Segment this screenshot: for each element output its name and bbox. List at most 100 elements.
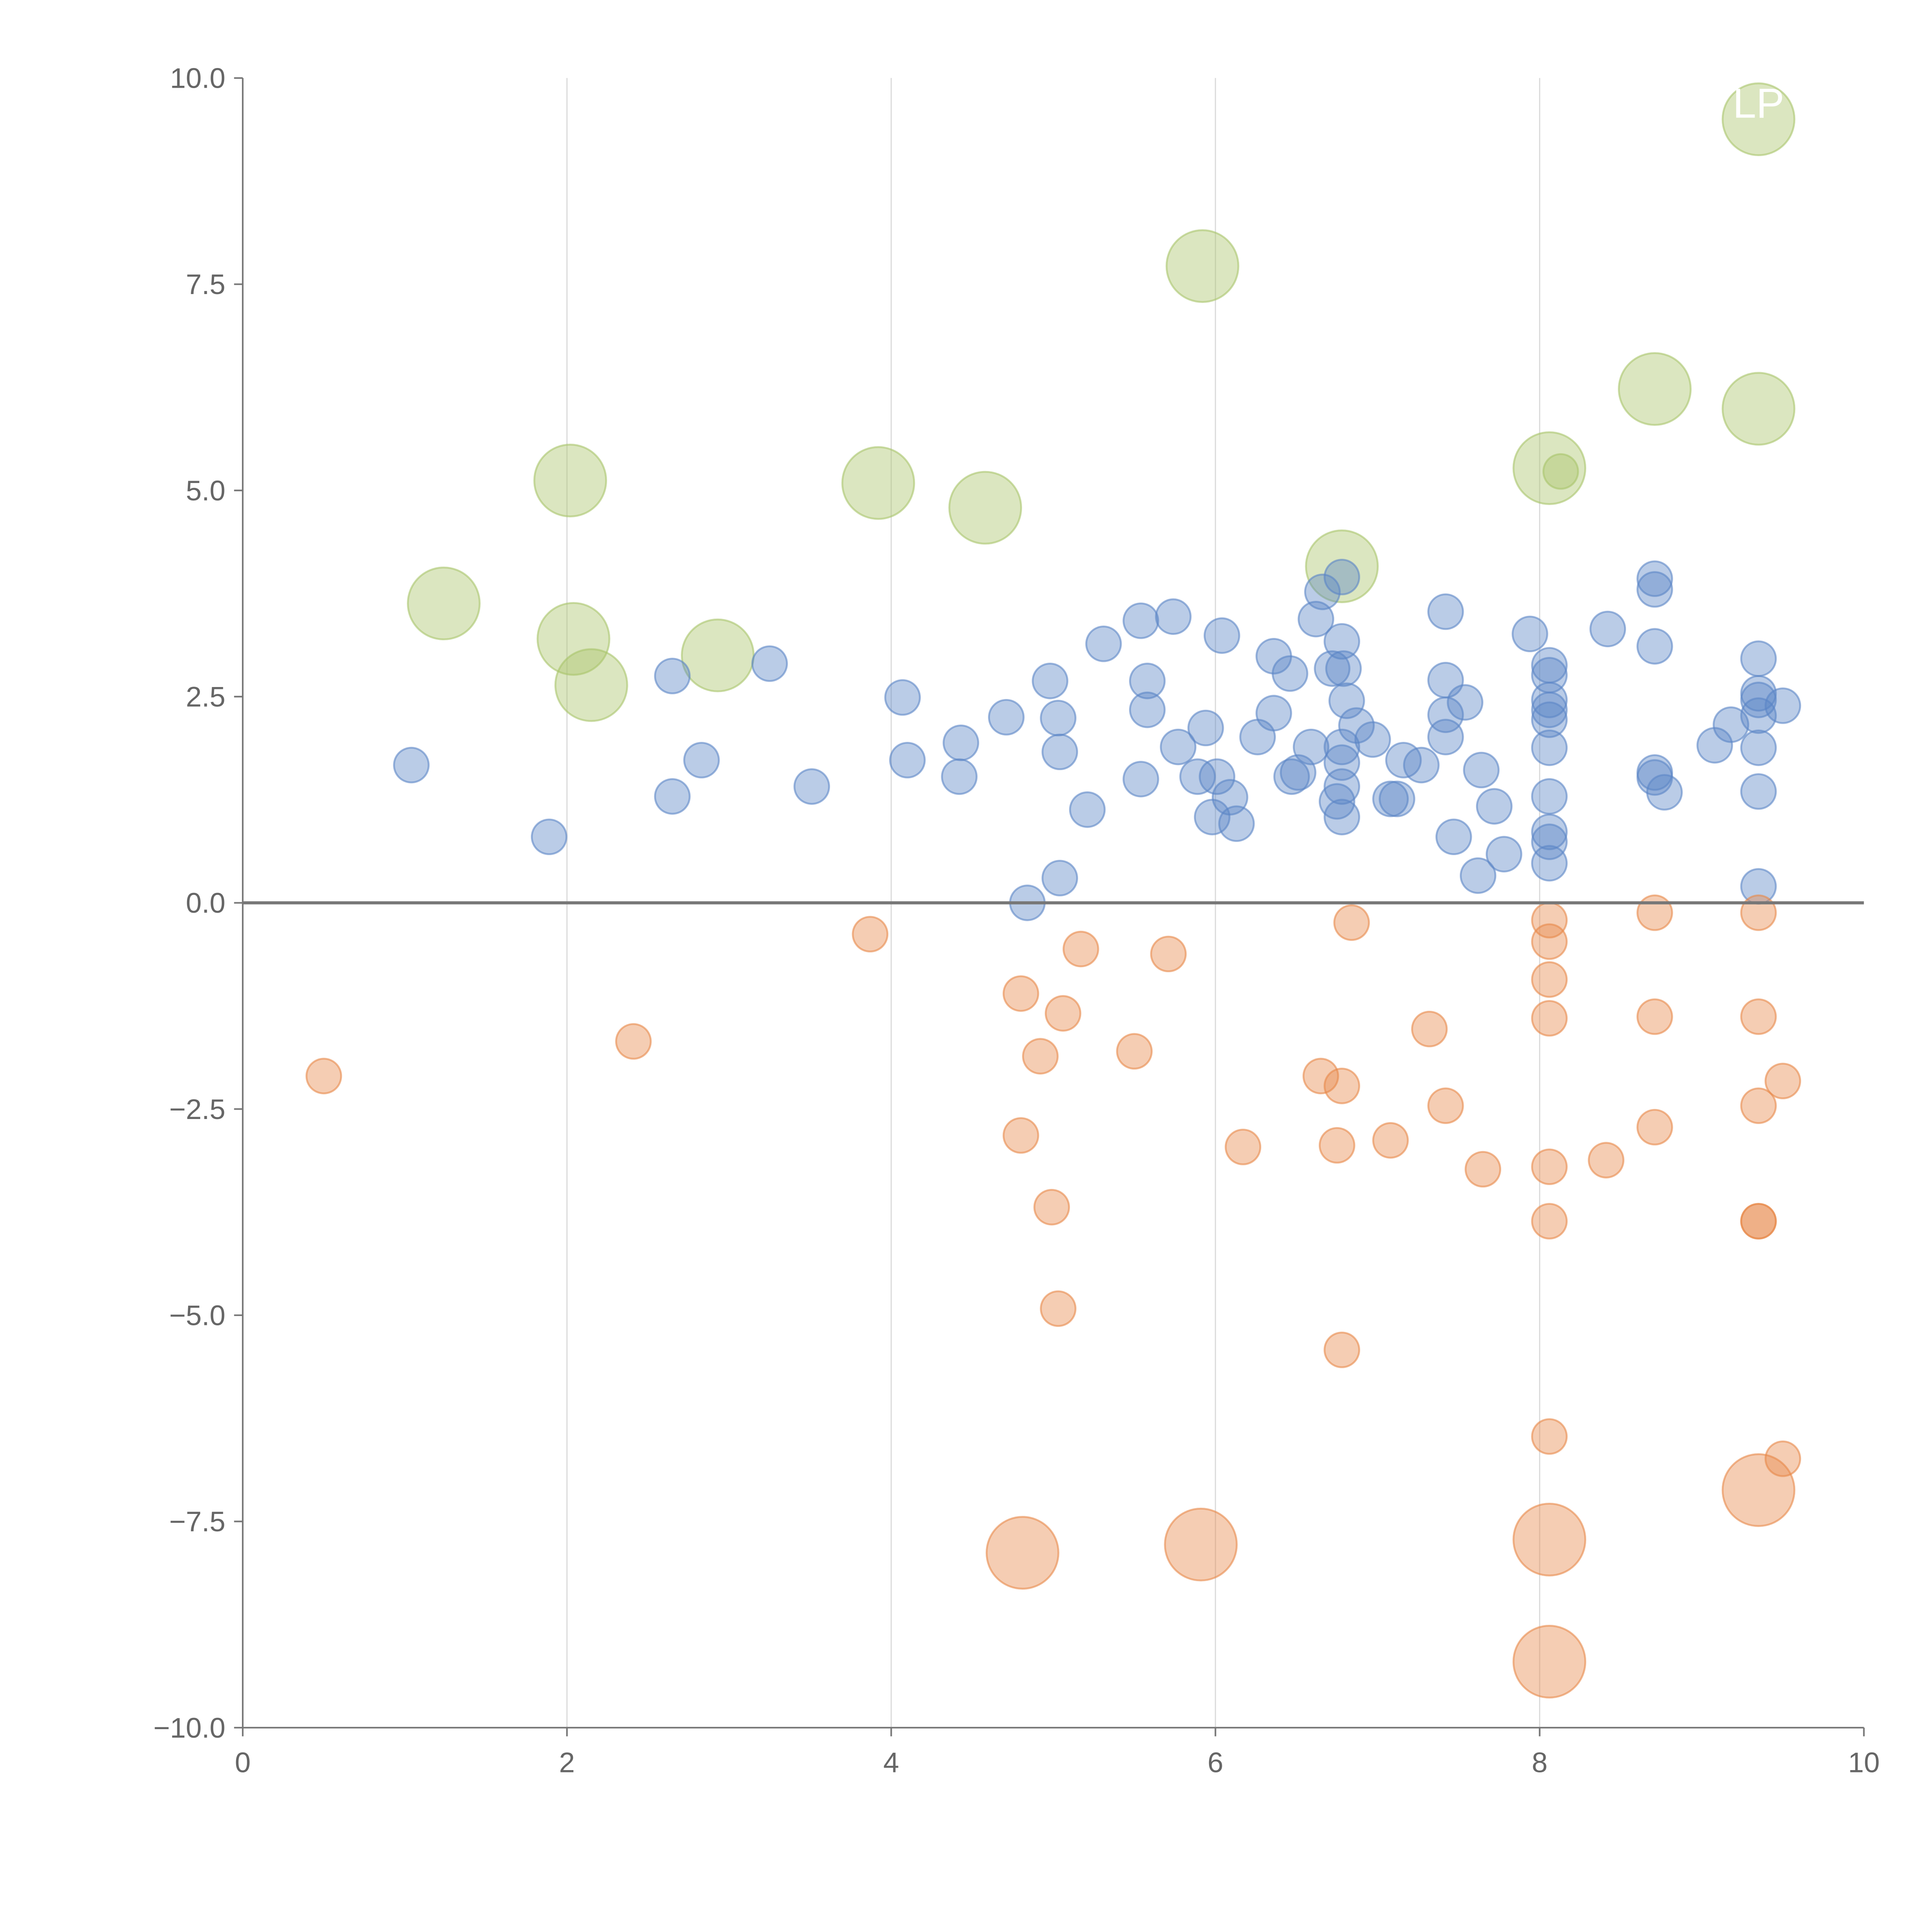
data-point-blue <box>1325 650 1362 687</box>
x-tick-label: 2 <box>559 1747 575 1779</box>
annotations: LP <box>1733 80 1784 127</box>
data-point-green <box>1721 372 1796 446</box>
data-point-orange <box>1318 1127 1355 1164</box>
data-point-blue <box>1129 663 1166 699</box>
data-point-blue <box>1155 598 1192 635</box>
data-point-orange <box>1764 1063 1801 1099</box>
axes: 0 2 4 6 8 10 10.0 7.5 5.0 2.5 0.0 −2.5 −5.0 −7.5 −10.0 <box>153 62 1880 1779</box>
data-point-green <box>1618 352 1692 426</box>
data-point-blue <box>1129 691 1166 728</box>
data-point-blue <box>884 679 921 716</box>
data-point-blue <box>683 742 720 779</box>
data-point-blue <box>1531 682 1568 718</box>
data-point-orange <box>1740 894 1777 931</box>
series-green <box>407 82 1796 722</box>
data-point-orange <box>1531 923 1568 960</box>
data-point-blue <box>942 724 980 761</box>
data-point-orange <box>1531 1203 1568 1240</box>
y-tick-label: −7.5 <box>169 1505 225 1537</box>
data-point-blue <box>1293 728 1330 765</box>
y-tick-label: −2.5 <box>169 1093 225 1125</box>
data-point-blue <box>1323 728 1361 765</box>
data-point-orange <box>1022 1038 1059 1075</box>
data-point-blue <box>1187 709 1224 747</box>
data-point-green <box>1542 453 1579 490</box>
x-tick-label: 8 <box>1532 1747 1548 1779</box>
data-point-blue <box>1531 823 1568 860</box>
data-point-orange <box>1636 998 1673 1035</box>
data-point-blue <box>654 658 691 694</box>
data-point-blue <box>1273 758 1310 795</box>
y-tick-label: 5.0 <box>186 474 225 507</box>
data-point-blue <box>1179 758 1216 795</box>
x-tick-label: 10 <box>1848 1747 1880 1779</box>
data-points <box>305 82 1801 1699</box>
data-point-green <box>554 648 628 722</box>
data-point-blue <box>889 742 926 779</box>
data-point-orange <box>1531 1418 1568 1455</box>
data-point-blue <box>1218 805 1255 842</box>
data-point-green <box>536 602 611 676</box>
data-point-blue <box>1740 729 1777 766</box>
data-point-blue <box>1531 691 1568 728</box>
data-point-orange <box>1302 1058 1339 1095</box>
data-point-orange <box>1512 1625 1587 1699</box>
data-point-orange <box>1531 1000 1568 1037</box>
data-point-blue <box>1427 593 1464 630</box>
data-point-blue <box>1740 773 1777 810</box>
data-point-blue <box>1740 682 1777 718</box>
y-tick-label: 7.5 <box>186 268 225 300</box>
data-point-blue <box>1323 559 1361 595</box>
data-point-green <box>1165 229 1240 303</box>
data-point-orange <box>1225 1129 1262 1165</box>
data-point-blue <box>1636 628 1673 665</box>
data-point-orange <box>1002 975 1039 1012</box>
data-point-blue <box>1379 781 1415 817</box>
data-point-blue <box>1646 774 1683 811</box>
series-blue <box>393 559 1801 921</box>
data-point-orange <box>1333 904 1370 941</box>
data-point-orange <box>1063 930 1099 968</box>
data-point-blue <box>1531 701 1568 738</box>
data-point-blue <box>1041 860 1078 896</box>
data-point-green <box>1305 529 1379 603</box>
data-point-blue <box>1636 571 1673 608</box>
data-point-blue <box>1531 813 1568 850</box>
data-point-blue <box>1069 791 1106 828</box>
data-point-orange <box>305 1058 342 1095</box>
data-point-blue <box>1323 768 1361 805</box>
data-point-blue <box>1463 752 1500 789</box>
data-point-green <box>841 446 915 520</box>
data-point-blue <box>1531 845 1568 882</box>
data-point-blue <box>1304 573 1341 611</box>
data-point-orange <box>1164 1507 1238 1582</box>
data-point-orange <box>1531 1148 1568 1185</box>
y-tick-label: 0.0 <box>186 887 225 919</box>
data-point-green <box>407 566 481 641</box>
x-tick-label: 0 <box>235 1747 251 1779</box>
data-point-orange <box>615 1023 652 1060</box>
data-point-orange <box>1150 935 1187 973</box>
data-point-blue <box>1328 682 1365 719</box>
data-point-orange <box>1040 1290 1077 1327</box>
data-point-blue <box>1323 623 1361 660</box>
y-tick-label: −10.0 <box>153 1712 226 1744</box>
data-point-blue <box>1272 655 1308 692</box>
data-point-blue <box>1314 650 1350 687</box>
data-point-green <box>1512 431 1587 505</box>
data-point-blue <box>1589 611 1626 648</box>
data-point-green <box>948 471 1022 545</box>
data-point-orange <box>1464 1151 1502 1188</box>
data-point-orange <box>1588 1142 1624 1179</box>
data-point-green <box>1721 82 1796 156</box>
data-point-blue <box>1447 684 1483 721</box>
data-point-orange <box>1721 1453 1796 1527</box>
data-point-blue <box>1199 758 1235 795</box>
data-point-blue <box>1764 687 1801 724</box>
data-point-blue <box>1531 778 1568 815</box>
data-point-blue <box>793 768 830 805</box>
data-point-blue <box>1636 560 1673 597</box>
data-point-blue <box>1713 706 1749 743</box>
data-point-orange <box>985 1516 1060 1590</box>
